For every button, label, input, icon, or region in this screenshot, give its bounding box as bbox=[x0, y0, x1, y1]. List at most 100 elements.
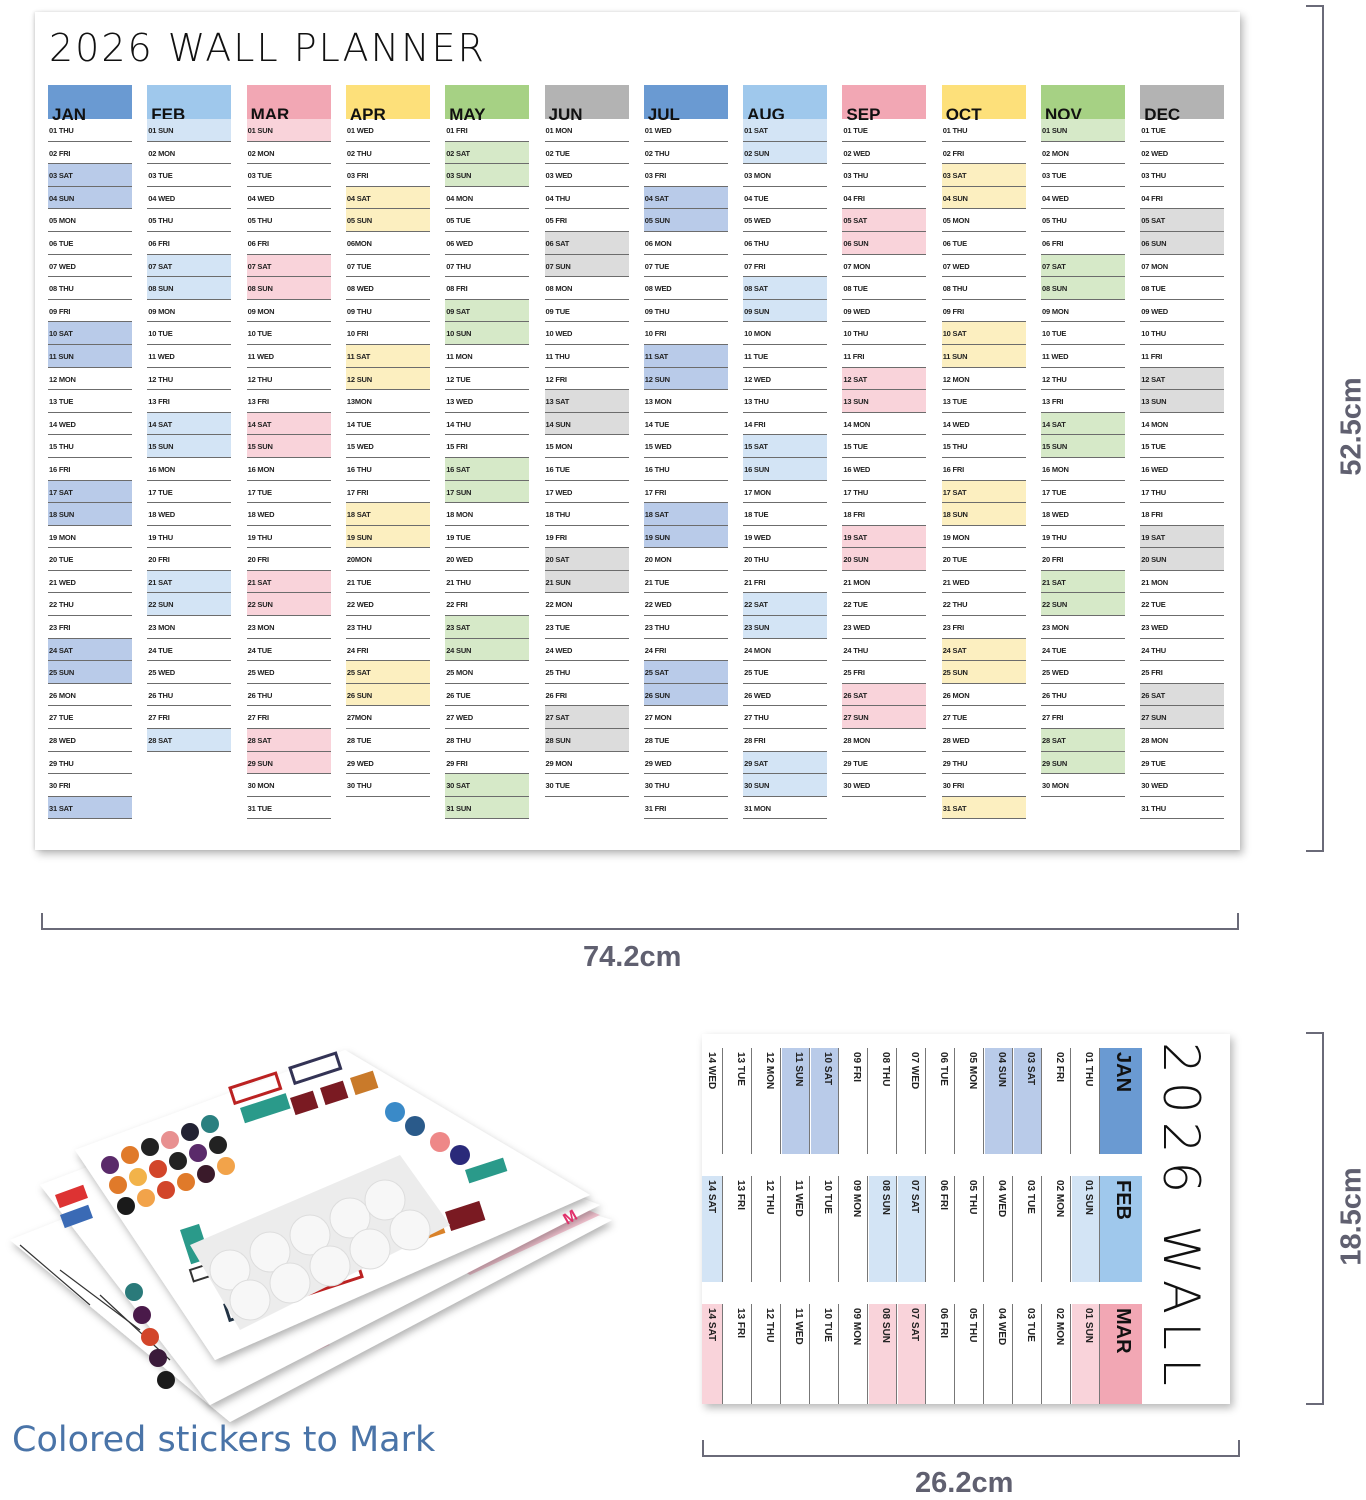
day-cell[interactable]: 23 SAT bbox=[445, 616, 530, 639]
day-cell[interactable]: 28 WED bbox=[48, 729, 132, 752]
day-cell[interactable]: 05 FRI bbox=[544, 209, 629, 232]
day-cell[interactable]: 24 FRI bbox=[345, 639, 430, 662]
day-cell[interactable]: 03 TUE bbox=[1041, 164, 1125, 187]
day-cell[interactable]: 23 THU bbox=[643, 616, 728, 639]
day-cell[interactable]: 23 MON bbox=[246, 616, 331, 639]
day-cell[interactable]: 04 WED bbox=[1041, 187, 1125, 210]
day-cell[interactable]: 25 WED bbox=[1041, 661, 1125, 684]
day-cell[interactable]: 16 SUN bbox=[743, 457, 828, 481]
day-cell[interactable]: 29 SUN bbox=[1041, 751, 1125, 775]
day-cell[interactable]: 23 TUE bbox=[544, 616, 629, 639]
day-cell[interactable]: 09 MON bbox=[1041, 300, 1125, 323]
day-cell[interactable]: 20 SAT bbox=[544, 548, 629, 571]
day-cell[interactable]: 24 THU bbox=[842, 639, 927, 662]
day-cell[interactable]: 16 THU bbox=[643, 458, 728, 481]
day-cell[interactable]: 14 WED bbox=[941, 413, 1026, 436]
day-cell[interactable]: 12 MON bbox=[48, 368, 132, 391]
day-cell[interactable]: 31 THU bbox=[1140, 797, 1225, 820]
day-cell[interactable]: 05 TUE bbox=[445, 209, 530, 232]
day-cell[interactable]: 01 SAT bbox=[743, 119, 828, 142]
day-cell[interactable]: 21 MON bbox=[1140, 571, 1225, 594]
day-cell[interactable]: 19 WED bbox=[743, 526, 828, 549]
day-cell[interactable]: 10 SAT bbox=[941, 322, 1026, 345]
day-cell[interactable]: 03 FRI bbox=[345, 164, 430, 187]
day-cell[interactable]: 28 TUE bbox=[643, 729, 728, 752]
day-cell[interactable]: 29 FRI bbox=[445, 752, 530, 775]
day-cell[interactable]: 19 MON bbox=[941, 526, 1026, 549]
day-cell[interactable]: 21 SUN bbox=[544, 570, 629, 594]
day-cell[interactable]: 07 TUE bbox=[345, 255, 430, 278]
day-cell[interactable]: 29 SAT bbox=[743, 751, 828, 775]
day-cell[interactable]: 26 THU bbox=[246, 684, 331, 707]
day-cell[interactable]: 18 WED bbox=[246, 503, 331, 526]
day-cell[interactable]: 07 SUN bbox=[544, 254, 629, 278]
day-cell[interactable]: 01 SUN bbox=[1041, 119, 1125, 142]
day-cell[interactable]: 13 TUE bbox=[48, 390, 132, 413]
day-cell[interactable]: 07 SAT bbox=[246, 254, 331, 278]
day-cell[interactable]: 22 TUE bbox=[1140, 593, 1225, 617]
day-cell[interactable]: 13 MON bbox=[643, 390, 728, 413]
day-cell[interactable]: 15 THU bbox=[48, 435, 132, 458]
day-cell[interactable]: 11 FRI bbox=[842, 345, 927, 368]
day-cell[interactable]: 19 THU bbox=[1041, 526, 1125, 549]
day-cell[interactable]: 25 MON bbox=[445, 661, 530, 684]
day-cell[interactable]: 11 WED bbox=[147, 345, 232, 368]
day-cell[interactable]: 11 WED bbox=[1041, 345, 1125, 368]
day-cell[interactable]: 24 SUN bbox=[445, 638, 530, 662]
day-cell[interactable]: 08 SUN bbox=[246, 277, 331, 300]
day-cell[interactable]: 20 FRI bbox=[1041, 548, 1125, 571]
day-cell[interactable]: 12 THU bbox=[246, 368, 331, 391]
day-cell[interactable]: 05 WED bbox=[743, 209, 828, 232]
day-cell[interactable]: 26 SUN bbox=[345, 683, 430, 707]
day-cell[interactable]: 29 THU bbox=[48, 752, 132, 775]
day-cell[interactable]: 13 WED bbox=[445, 390, 530, 413]
day-cell[interactable]: 05 SAT bbox=[842, 209, 927, 232]
day-cell[interactable]: 12 MON bbox=[941, 368, 1026, 391]
day-cell[interactable]: 04 SUN bbox=[941, 186, 1026, 210]
day-cell[interactable]: 26 SAT bbox=[842, 683, 927, 707]
day-cell[interactable]: 13 FRI bbox=[1041, 390, 1125, 413]
day-cell[interactable]: 19 SAT bbox=[842, 525, 927, 549]
day-cell[interactable]: 31 FRI bbox=[643, 797, 728, 820]
day-cell[interactable]: 09 TUE bbox=[544, 300, 629, 323]
day-cell[interactable]: 27 SUN bbox=[1140, 706, 1225, 730]
day-cell[interactable]: 04 SAT bbox=[345, 186, 430, 210]
day-cell[interactable]: 05 SUN bbox=[345, 209, 430, 232]
day-cell[interactable]: 26 SAT bbox=[1140, 683, 1225, 707]
day-cell[interactable]: 22 MON bbox=[544, 593, 629, 617]
day-cell[interactable]: 13 FRI bbox=[246, 390, 331, 413]
day-cell[interactable]: 24 SAT bbox=[941, 638, 1026, 662]
day-cell[interactable]: 27 TUE bbox=[941, 706, 1026, 730]
day-cell[interactable]: 19 MON bbox=[48, 526, 132, 549]
day-cell[interactable]: 10 TUE bbox=[147, 322, 232, 345]
day-cell[interactable]: 31 TUE bbox=[246, 797, 331, 820]
day-cell[interactable]: 15 TUE bbox=[842, 435, 927, 458]
day-cell[interactable]: 14 WED bbox=[48, 413, 132, 436]
day-cell[interactable]: 12 SAT bbox=[1140, 367, 1225, 391]
day-cell[interactable]: 07 TUE bbox=[643, 255, 728, 278]
day-cell[interactable]: 16 FRI bbox=[48, 458, 132, 481]
day-cell[interactable]: 09 THU bbox=[643, 300, 728, 323]
day-cell[interactable]: 29 WED bbox=[345, 752, 430, 775]
day-cell[interactable]: 18 SAT bbox=[345, 503, 430, 526]
day-cell[interactable]: 24 FRI bbox=[643, 639, 728, 662]
day-cell[interactable]: 17 SAT bbox=[48, 480, 132, 504]
day-cell[interactable]: 18 WED bbox=[1041, 503, 1125, 526]
day-cell[interactable]: 14 SAT bbox=[246, 412, 331, 436]
day-cell[interactable]: 13 SUN bbox=[1140, 390, 1225, 413]
day-cell[interactable]: 19 THU bbox=[246, 526, 331, 549]
day-cell[interactable]: 27 FRI bbox=[147, 706, 232, 730]
day-cell[interactable]: 22 WED bbox=[643, 593, 728, 617]
day-cell[interactable]: 01 FRI bbox=[445, 119, 530, 142]
day-cell[interactable]: 05 SAT bbox=[1140, 209, 1225, 232]
day-cell[interactable]: 19 SUN bbox=[643, 525, 728, 549]
day-cell[interactable]: 14 MON bbox=[1140, 413, 1225, 436]
day-cell[interactable]: 07 WED bbox=[941, 255, 1026, 278]
day-cell[interactable]: 06 MON bbox=[643, 232, 728, 255]
day-cell[interactable]: 05 SUN bbox=[643, 209, 728, 232]
day-cell[interactable]: 27 FRI bbox=[1041, 706, 1125, 730]
day-cell[interactable]: 07 FRI bbox=[743, 255, 828, 278]
day-cell[interactable]: 02 THU bbox=[643, 142, 728, 165]
day-cell[interactable]: 21 SAT bbox=[1041, 570, 1125, 594]
day-cell[interactable]: 20 FRI bbox=[147, 548, 232, 571]
